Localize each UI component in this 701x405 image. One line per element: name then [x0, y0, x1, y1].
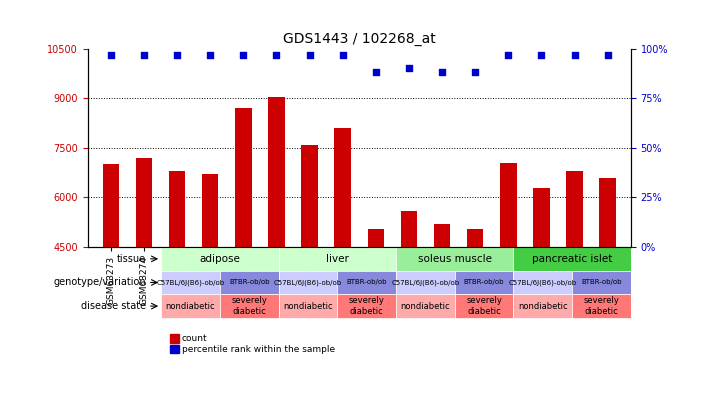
Text: C57BL/6J(B6)-ob/ob: C57BL/6J(B6)-ob/ob [156, 279, 224, 286]
Text: soleus muscle: soleus muscle [418, 254, 491, 264]
Text: BTBR-ob/ob: BTBR-ob/ob [229, 279, 269, 286]
FancyBboxPatch shape [572, 271, 631, 294]
Text: genotype/variation: genotype/variation [54, 277, 147, 288]
Bar [401, 211, 417, 247]
FancyBboxPatch shape [396, 294, 455, 318]
Point [238, 51, 249, 58]
Bar [500, 163, 517, 247]
FancyBboxPatch shape [572, 294, 631, 318]
FancyBboxPatch shape [396, 247, 513, 271]
Text: severely
diabetic: severely diabetic [466, 296, 502, 316]
FancyBboxPatch shape [455, 271, 513, 294]
Text: BTBR-ob/ob: BTBR-ob/ob [464, 279, 504, 286]
Text: nondiabetic: nondiabetic [400, 302, 450, 311]
Point [304, 51, 315, 58]
FancyBboxPatch shape [455, 294, 513, 318]
FancyBboxPatch shape [220, 271, 278, 294]
Point [403, 65, 414, 72]
FancyBboxPatch shape [161, 247, 278, 271]
Bar [334, 128, 351, 247]
Point [271, 51, 282, 58]
Text: severely
diabetic: severely diabetic [348, 296, 385, 316]
Point [105, 51, 116, 58]
FancyBboxPatch shape [161, 271, 220, 294]
Text: nondiabetic: nondiabetic [283, 302, 333, 311]
Bar [301, 145, 318, 247]
Bar [170, 334, 179, 343]
Text: BTBR-ob/ob: BTBR-ob/ob [346, 279, 387, 286]
Bar [434, 224, 450, 247]
Text: nondiabetic: nondiabetic [518, 302, 568, 311]
FancyBboxPatch shape [337, 271, 396, 294]
FancyBboxPatch shape [513, 247, 631, 271]
Text: liver: liver [326, 254, 348, 264]
Bar [202, 174, 219, 247]
Text: nondiabetic: nondiabetic [165, 302, 215, 311]
Title: GDS1443 / 102268_at: GDS1443 / 102268_at [283, 32, 435, 46]
Point [602, 51, 613, 58]
Text: C57BL/6J(B6)-ob/ob: C57BL/6J(B6)-ob/ob [391, 279, 459, 286]
Text: BTBR-ob/ob: BTBR-ob/ob [581, 279, 622, 286]
FancyBboxPatch shape [278, 271, 337, 294]
Point [503, 51, 514, 58]
Bar [367, 229, 384, 247]
Point [437, 69, 448, 76]
Text: C57BL/6J(B6)-ob/ob: C57BL/6J(B6)-ob/ob [509, 279, 577, 286]
Point [569, 51, 580, 58]
Point [337, 51, 348, 58]
Point [370, 69, 381, 76]
Bar [599, 177, 616, 247]
Bar [102, 164, 119, 247]
FancyBboxPatch shape [513, 271, 572, 294]
Bar [170, 345, 179, 353]
Bar [136, 158, 152, 247]
Text: disease state: disease state [81, 301, 147, 311]
FancyBboxPatch shape [513, 294, 572, 318]
Point [536, 51, 547, 58]
FancyBboxPatch shape [220, 294, 278, 318]
FancyBboxPatch shape [337, 294, 396, 318]
Point [205, 51, 216, 58]
Text: pancreatic islet: pancreatic islet [532, 254, 613, 264]
Text: count: count [182, 334, 207, 343]
Point [470, 69, 481, 76]
FancyBboxPatch shape [278, 247, 396, 271]
Text: severely
diabetic: severely diabetic [231, 296, 267, 316]
Bar [467, 229, 484, 247]
FancyBboxPatch shape [396, 271, 455, 294]
Point [138, 51, 149, 58]
Bar [268, 96, 285, 247]
Bar [566, 171, 583, 247]
FancyBboxPatch shape [161, 294, 220, 318]
Bar [169, 171, 185, 247]
FancyBboxPatch shape [278, 294, 337, 318]
Point [172, 51, 183, 58]
Text: tissue: tissue [117, 254, 147, 264]
Text: C57BL/6J(B6)-ob/ob: C57BL/6J(B6)-ob/ob [274, 279, 342, 286]
Text: percentile rank within the sample: percentile rank within the sample [182, 345, 334, 354]
Text: severely
diabetic: severely diabetic [584, 296, 620, 316]
Text: adipose: adipose [199, 254, 240, 264]
Bar [235, 108, 252, 247]
Bar [533, 188, 550, 247]
